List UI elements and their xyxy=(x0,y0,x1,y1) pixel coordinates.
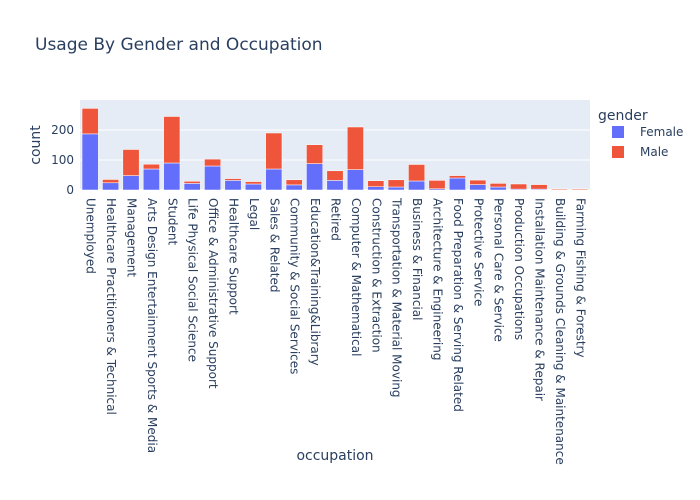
bar-male xyxy=(571,188,589,190)
bar-female xyxy=(163,162,181,191)
bar-female xyxy=(489,186,507,191)
x-tick-label: Protective Service xyxy=(471,198,485,306)
x-tick-label: Sales & Related xyxy=(267,198,281,293)
bar-male xyxy=(346,126,364,170)
bar-male xyxy=(530,184,548,190)
x-tick-label: Production Occupations xyxy=(512,198,526,340)
x-tick-label: Student xyxy=(165,198,179,246)
y-tick-label: 0 xyxy=(66,183,74,197)
bar-male xyxy=(204,158,222,167)
legend-label-female[interactable]: Female xyxy=(640,125,683,139)
x-tick-label: Transportation & Material Moving xyxy=(390,197,404,398)
legend-swatch-female[interactable] xyxy=(612,126,624,138)
x-tick-label: Construction & Extraction xyxy=(369,198,383,353)
bar-male xyxy=(224,178,242,181)
x-tick-label: Retired xyxy=(329,198,343,241)
bar-female xyxy=(306,163,324,191)
bar-female xyxy=(183,183,201,191)
bar-female xyxy=(244,183,262,191)
bar-male xyxy=(102,179,120,184)
bar-female xyxy=(408,180,426,191)
x-tick-label: Building & Grounds Cleaning & Maintenanc… xyxy=(553,198,567,465)
x-tick-label: Installation Maintenance & Repair xyxy=(533,198,547,401)
bar-male xyxy=(408,164,426,182)
bar-male xyxy=(142,163,160,170)
bar-male xyxy=(448,175,466,179)
y-axis-title: count xyxy=(28,125,44,165)
bar-male xyxy=(81,108,99,135)
bar-male xyxy=(265,132,283,170)
legend-swatch-male[interactable] xyxy=(612,146,624,158)
bar-female xyxy=(448,177,466,191)
bar-male xyxy=(469,179,487,185)
bar-female xyxy=(81,133,99,191)
x-tick-label: Healthcare Support xyxy=(227,198,241,315)
y-tick-label: 200 xyxy=(51,123,74,137)
bar-male xyxy=(326,170,344,181)
bar-female xyxy=(142,168,160,191)
x-tick-label: Food Preparation & Serving Related xyxy=(451,198,465,412)
x-tick-label: Arts Design Entertainment Sports & Media xyxy=(145,198,159,453)
bar-female xyxy=(367,186,385,191)
bar-female xyxy=(326,180,344,191)
x-tick-label: Personal Care & Service xyxy=(492,198,506,342)
x-tick-label: Computer & Mathematical xyxy=(349,198,363,356)
x-tick-label: Management xyxy=(125,198,139,277)
bar-male xyxy=(244,181,262,185)
bar-female xyxy=(285,184,303,191)
legend-title: gender xyxy=(598,108,648,124)
bar-female xyxy=(346,169,364,191)
x-tick-label: Business & Financial xyxy=(410,198,424,320)
bar-male xyxy=(550,188,568,190)
bar-male xyxy=(428,180,446,190)
x-tick-labels: Unemployed Healthcare Practitioners & Tec… xyxy=(84,197,588,465)
bar-female xyxy=(204,165,222,191)
bar-female xyxy=(469,184,487,191)
legend-label-male[interactable]: Male xyxy=(640,145,668,159)
y-tick-label: 100 xyxy=(51,153,74,167)
bar-male xyxy=(489,183,507,188)
bar-female xyxy=(102,182,120,191)
bar-male xyxy=(183,181,201,184)
bar-female xyxy=(224,180,242,191)
x-tick-label: Farming Fishing & Forestry xyxy=(573,198,587,358)
x-axis-title: occupation xyxy=(296,448,373,464)
bar-female xyxy=(122,175,140,191)
chart-title: Usage By Gender and Occupation xyxy=(35,35,323,55)
x-tick-label: Architecture & Engineering xyxy=(431,198,445,360)
bar-female xyxy=(265,168,283,191)
bar-male xyxy=(122,149,140,176)
x-tick-label: Healthcare Practitioners & Technical xyxy=(104,198,118,415)
y-tick-labels: 0 100 200 xyxy=(51,123,74,197)
legend: gender Female Male xyxy=(598,108,683,159)
x-tick-label: Education&Training&Library xyxy=(308,198,322,366)
bar-male xyxy=(285,179,303,186)
bar-male xyxy=(306,144,324,164)
x-tick-label: Unemployed xyxy=(84,198,98,274)
x-tick-label: Legal xyxy=(247,198,261,230)
bar-male xyxy=(163,116,181,164)
bar-female xyxy=(387,186,405,191)
bars-group xyxy=(81,108,589,191)
x-tick-label: Community & Social Services xyxy=(288,198,302,374)
x-tick-label: Office & Administrative Support xyxy=(206,198,220,389)
bar-male xyxy=(510,183,528,190)
x-tick-label: Life Physical Social Science xyxy=(186,198,200,362)
bar-male xyxy=(367,180,385,187)
bar-male xyxy=(387,179,405,188)
